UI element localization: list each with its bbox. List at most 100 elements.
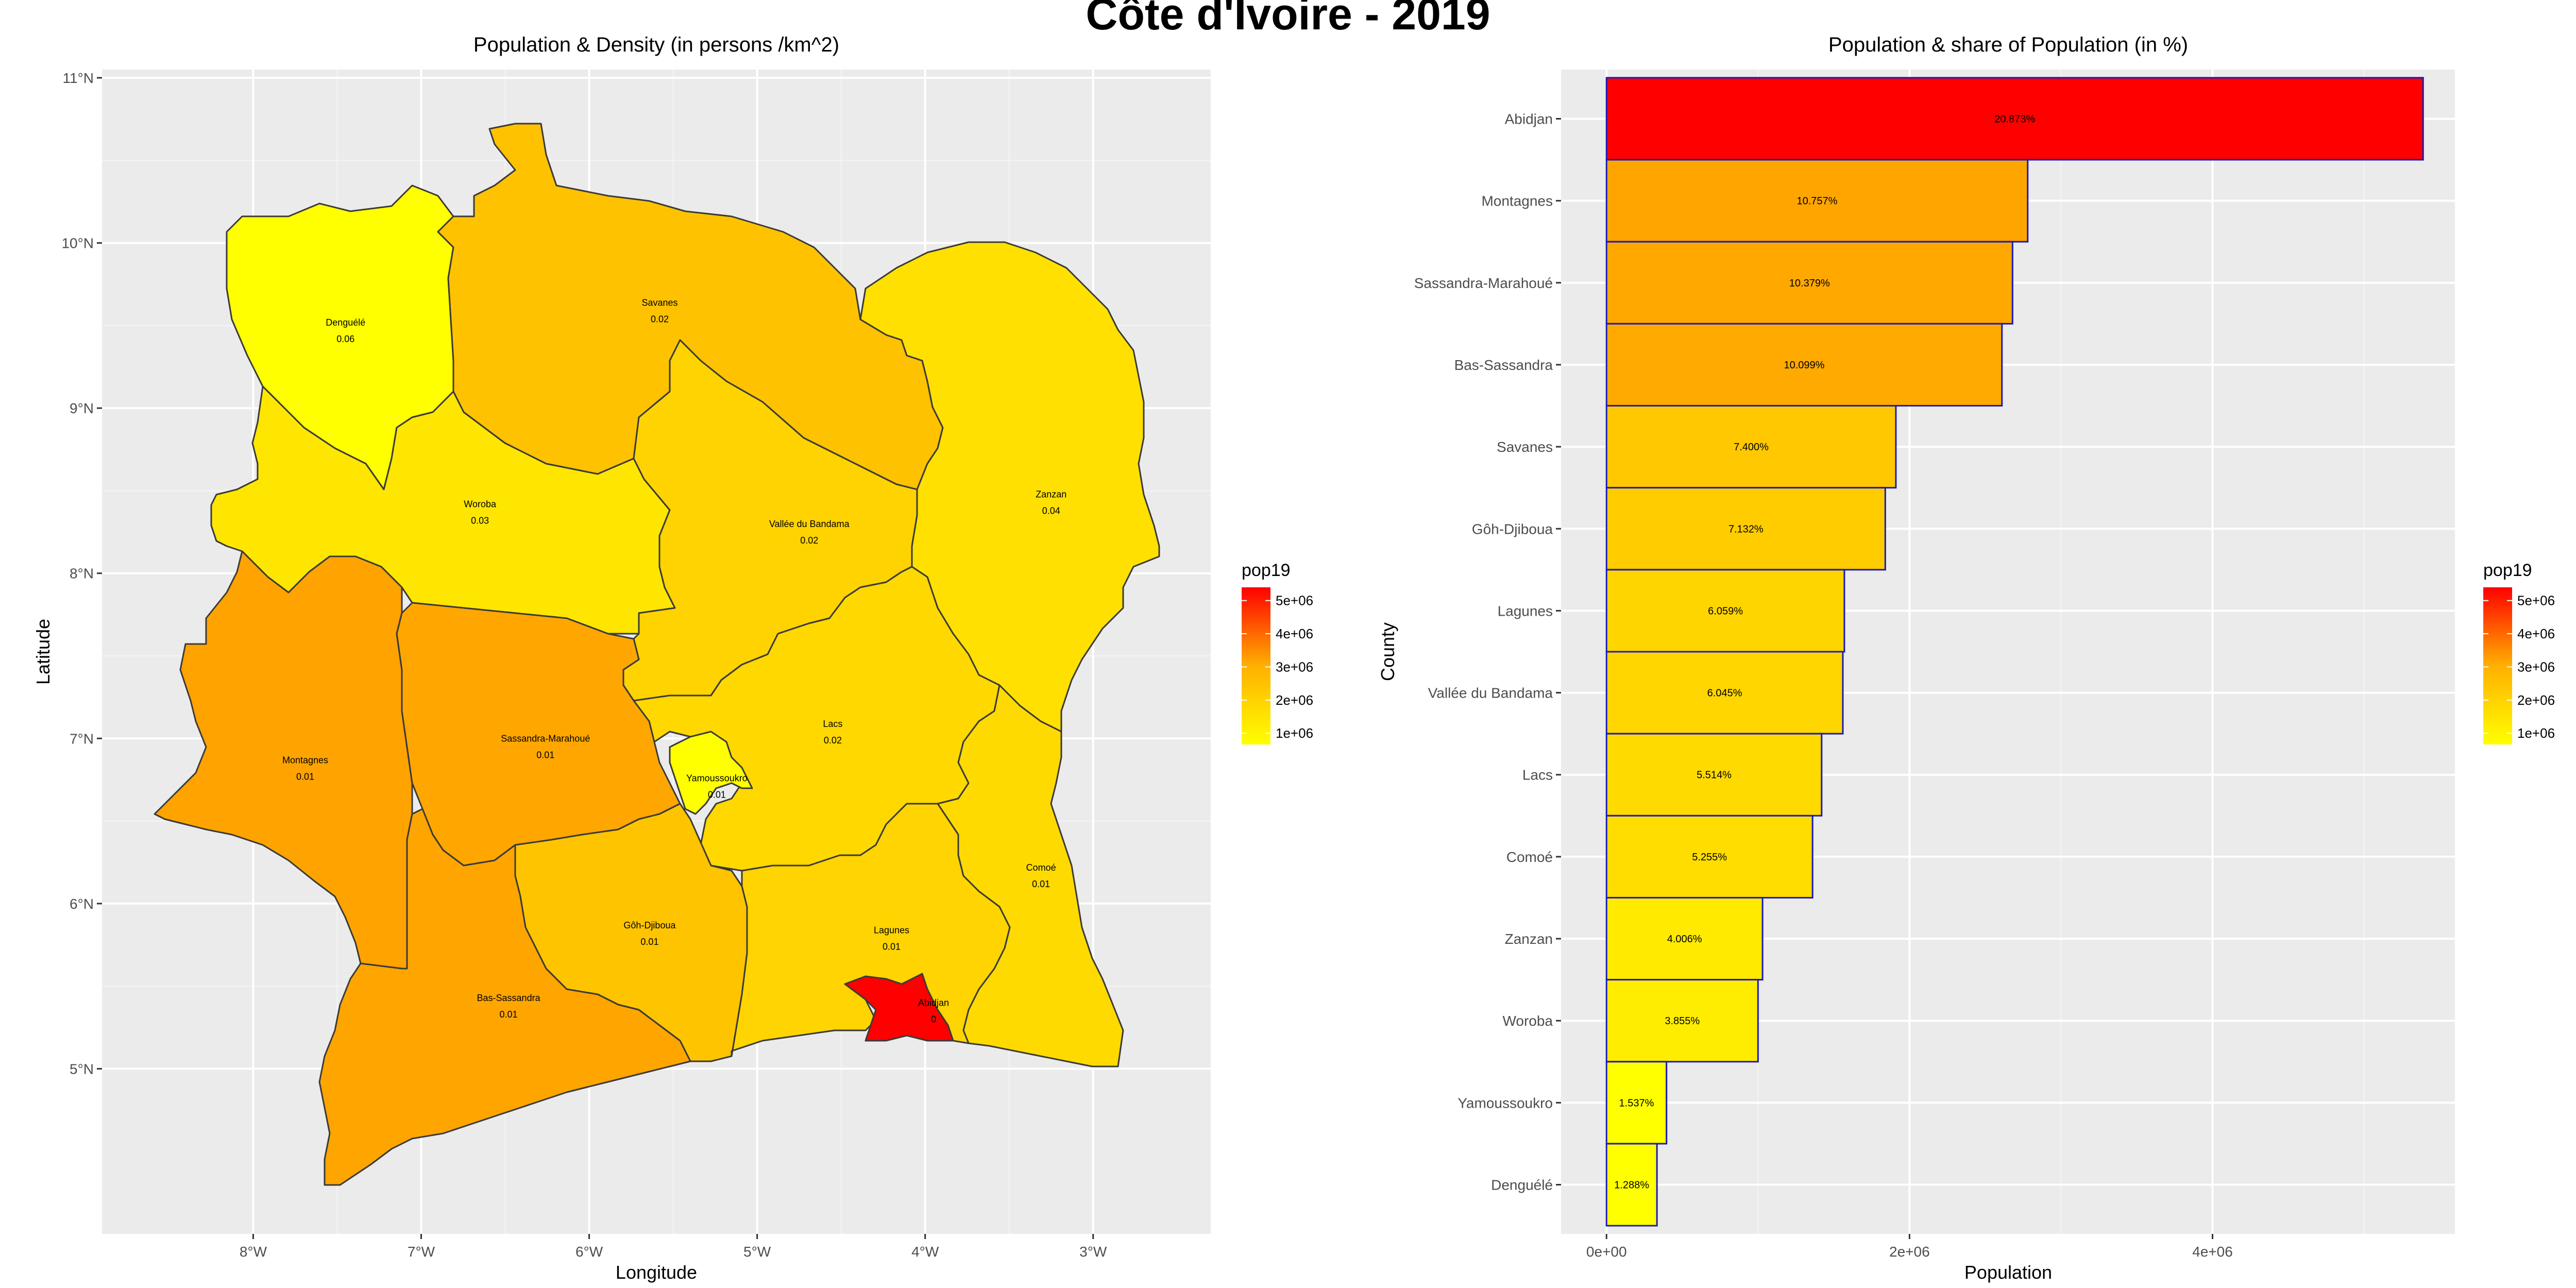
bar-category-label: Lacs bbox=[1522, 767, 1553, 783]
region-name-label: Sassandra-Marahoué bbox=[501, 734, 590, 744]
map-regions bbox=[154, 123, 1160, 1186]
bar-category-label: Bas-Sassandra bbox=[1454, 357, 1553, 373]
bar-x-tick-label: 2e+06 bbox=[1889, 1244, 1930, 1260]
map-legend-ticks: 5e+06 4e+06 3e+06 2e+06 1e+06 bbox=[1242, 593, 1313, 741]
legend-tick-label: 3e+06 bbox=[1276, 659, 1313, 674]
map-y-tick-label: 11°N bbox=[63, 70, 94, 86]
bar-value-label: 5.255% bbox=[1692, 852, 1727, 863]
map-label-comoe: Comoé 0.01 bbox=[1026, 862, 1056, 889]
map-x-tick-label: 8°W bbox=[240, 1244, 267, 1260]
region-montagnes[interactable] bbox=[154, 550, 413, 970]
bar-lagunes[interactable] bbox=[1605, 569, 1845, 653]
bar-savanes[interactable] bbox=[1605, 405, 1897, 489]
bar-value-label: 3.855% bbox=[1665, 1015, 1700, 1027]
bar-value-label: 10.379% bbox=[1789, 278, 1830, 289]
bar-lacs[interactable] bbox=[1605, 733, 1823, 817]
bar-category-label: Denguélé bbox=[1491, 1177, 1553, 1193]
map-label-woroba: Woroba 0.03 bbox=[464, 499, 497, 526]
region-name-label: Gôh-Djiboua bbox=[623, 920, 676, 930]
bar-woroba[interactable] bbox=[1605, 979, 1759, 1063]
bar-value-label: 7.132% bbox=[1728, 523, 1764, 535]
region-density-label: 0.01 bbox=[883, 942, 901, 952]
region-abidjan[interactable] bbox=[844, 973, 954, 1042]
bar-legend: pop19 5e+06 4e+06 3e+06 2e+06 1e+06 bbox=[2483, 561, 2555, 744]
map-panel: Denguélé 0.06 Savanes 0.02 Woroba 0.03 Zanzan 0… bbox=[32, 33, 1313, 1283]
map-label-zanzan: Zanzan 0.04 bbox=[1036, 489, 1066, 516]
region-yamoussoukro[interactable] bbox=[669, 731, 753, 815]
bar-value-label: 6.059% bbox=[1708, 605, 1743, 617]
region-density-label: 0.02 bbox=[800, 535, 818, 546]
region-name-label: Bas-Sassandra bbox=[477, 993, 541, 1003]
map-label-denguele: Denguélé 0.06 bbox=[326, 317, 365, 344]
bar-denguele[interactable] bbox=[1605, 1143, 1658, 1227]
bar-montagnes[interactable] bbox=[1605, 159, 2029, 243]
legend-tick-label: 2e+06 bbox=[2517, 692, 2555, 708]
bar-legend-colorbar bbox=[2483, 587, 2512, 744]
map-y-tick-label: 10°N bbox=[61, 235, 94, 251]
map-label-goh-djiboua: Gôh-Djiboua 0.01 bbox=[623, 920, 676, 947]
bar-abidjan[interactable] bbox=[1605, 77, 2424, 161]
legend-tick-label: 5e+06 bbox=[2517, 593, 2555, 608]
bar-vallee-du-bandama[interactable] bbox=[1605, 651, 1844, 735]
map-title: Population & Density (in persons /km^2) bbox=[473, 33, 839, 56]
bar-category-label: Savanes bbox=[1497, 439, 1553, 455]
legend-tick-label: 1e+06 bbox=[1276, 725, 1313, 741]
bar-category-label: Lagunes bbox=[1498, 603, 1553, 619]
map-y-axis: 11°N 10°N 9°N 8°N 7°N 6°N 5°N bbox=[61, 70, 102, 1077]
region-bas-sassandra[interactable] bbox=[318, 808, 691, 1186]
map-y-axis-title: Latitude bbox=[32, 619, 54, 685]
region-density-label: 0.01 bbox=[536, 750, 554, 760]
region-name-label: Comoé bbox=[1026, 862, 1056, 873]
bar-category-label: Woroba bbox=[1502, 1013, 1553, 1029]
region-name-label: Zanzan bbox=[1036, 489, 1066, 499]
bar-legend-ticks: 5e+06 4e+06 3e+06 2e+06 1e+06 bbox=[2483, 593, 2555, 741]
map-x-axis: 8°W 7°W 6°W 5°W 4°W 3°W bbox=[240, 1234, 1107, 1260]
region-name-label: Savanes bbox=[641, 297, 677, 308]
region-lagunes[interactable] bbox=[731, 803, 1011, 1057]
bar-marks bbox=[1605, 77, 2424, 1227]
bar-sassandra-marahoue[interactable] bbox=[1605, 241, 2013, 325]
map-x-tick-label: 3°W bbox=[1079, 1244, 1107, 1260]
region-density-label: 0.01 bbox=[500, 1009, 518, 1020]
map-y-tick-label: 8°N bbox=[70, 566, 94, 582]
region-name-label: Montagnes bbox=[282, 755, 328, 765]
bar-value-label: 7.400% bbox=[1734, 442, 1769, 453]
bar-category-label: Comoé bbox=[1506, 849, 1553, 865]
bar-x-tick-label: 0e+00 bbox=[1586, 1244, 1627, 1260]
region-density-label: 0.03 bbox=[471, 516, 489, 526]
bar-goh-djiboua[interactable] bbox=[1605, 487, 1886, 571]
bar-category-label: Sassandra-Marahoué bbox=[1414, 275, 1553, 291]
map-region-labels: Denguélé 0.06 Savanes 0.02 Woroba 0.03 Zanzan 0… bbox=[282, 297, 1066, 1024]
region-density-label: 0.02 bbox=[824, 735, 842, 745]
bar-value-label: 10.757% bbox=[1797, 196, 1837, 207]
map-label-montagnes: Montagnes 0.01 bbox=[282, 755, 328, 782]
region-name-label: Vallée du Bandama bbox=[769, 519, 850, 529]
region-name-label: Lagunes bbox=[874, 925, 909, 936]
legend-tick-label: 4e+06 bbox=[1276, 626, 1313, 641]
map-y-tick-label: 7°N bbox=[70, 731, 94, 747]
bar-y-axis: Abidjan Montagnes Sassandra-Marahoué Bas-Sa… bbox=[1414, 111, 1561, 1193]
region-comoe[interactable] bbox=[937, 684, 1124, 1067]
map-legend: pop19 5e+06 4e+06 3e+06 2e+06 1e+06 bbox=[1242, 561, 1313, 744]
bar-bas-sassandra[interactable] bbox=[1605, 323, 2003, 407]
bar-category-label: Zanzan bbox=[1505, 931, 1553, 947]
region-density-label: 0.01 bbox=[296, 771, 314, 782]
region-density-label: 0.01 bbox=[1032, 879, 1050, 889]
region-zanzan[interactable] bbox=[859, 241, 1160, 733]
region-density-label: 0 bbox=[931, 1014, 936, 1025]
map-label-lagunes: Lagunes 0.01 bbox=[874, 925, 909, 952]
bar-yamoussoukro[interactable] bbox=[1605, 1061, 1668, 1145]
bar-comoe[interactable] bbox=[1605, 815, 1814, 899]
bar-value-label: 6.045% bbox=[1707, 688, 1742, 699]
bar-category-label: Vallée du Bandama bbox=[1428, 685, 1553, 701]
map-label-yamoussoukro: Yamoussoukro 0.01 bbox=[686, 773, 748, 800]
map-x-tick-label: 5°W bbox=[743, 1244, 771, 1260]
region-name-label: Lacs bbox=[823, 719, 842, 729]
bar-value-label: 5.514% bbox=[1697, 770, 1732, 781]
bar-value-label: 1.288% bbox=[1614, 1180, 1649, 1191]
bar-x-axis-title: Population bbox=[1964, 1262, 2052, 1283]
bar-value-labels: 20.873% 10.757% 10.379% 10.099% 7.400% 7.132%… bbox=[1614, 113, 2035, 1191]
map-x-tick-label: 6°W bbox=[575, 1244, 603, 1260]
bar-value-label: 1.537% bbox=[1619, 1097, 1654, 1109]
bar-title: Population & share of Population (in %) bbox=[1828, 33, 2188, 56]
